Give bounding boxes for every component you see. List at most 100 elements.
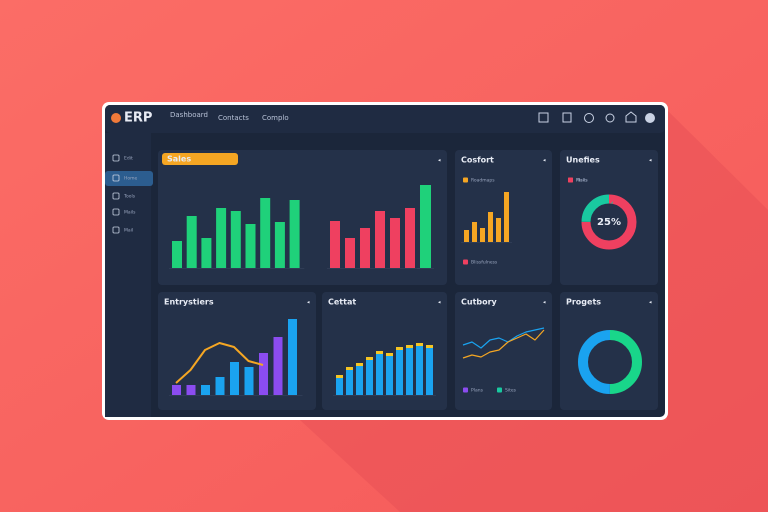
bar <box>406 345 413 395</box>
bar <box>356 363 363 395</box>
sidebar-icon[interactable] <box>112 226 120 234</box>
bar <box>416 343 423 395</box>
bar <box>273 337 283 395</box>
panel-menu[interactable]: ◂ <box>649 300 652 306</box>
legend-label: Mails <box>576 178 588 184</box>
donut-segment <box>578 330 642 394</box>
bar <box>376 351 383 395</box>
bar <box>420 185 431 268</box>
bar <box>488 212 493 242</box>
donut-segment <box>581 194 637 250</box>
panel <box>455 150 552 285</box>
panel-menu[interactable]: ◂ <box>307 300 310 306</box>
bar-cap <box>396 347 403 350</box>
bar <box>260 198 271 268</box>
panel <box>455 292 552 410</box>
line <box>462 329 545 359</box>
bar <box>201 238 212 268</box>
panel-title-pill <box>162 153 238 165</box>
bar <box>426 345 433 395</box>
bar-cap <box>366 357 373 360</box>
donut-label: 25% <box>597 217 621 228</box>
panel <box>560 150 658 285</box>
panel-title: Entrystiers <box>164 298 214 307</box>
legend-swatch <box>463 259 468 265</box>
bar <box>230 211 241 268</box>
line <box>175 342 264 384</box>
sidebar-icon[interactable] <box>112 208 120 216</box>
icon[interactable] <box>584 113 594 123</box>
bar <box>245 224 256 268</box>
bar <box>288 319 297 395</box>
panel <box>322 292 447 410</box>
legend-swatch <box>568 177 573 183</box>
shadow <box>300 110 768 512</box>
icon[interactable] <box>625 111 637 123</box>
legend-swatch <box>497 387 502 393</box>
bar <box>360 228 370 268</box>
bar <box>405 208 415 268</box>
panel-menu[interactable]: ◂ <box>543 158 546 164</box>
bar <box>480 228 485 242</box>
bar-cap <box>406 345 413 348</box>
bar <box>186 216 197 268</box>
bar <box>464 230 469 242</box>
panel-title: Unefies <box>566 156 600 165</box>
bar <box>472 222 477 242</box>
bar <box>330 221 340 268</box>
bar <box>244 367 254 395</box>
bar <box>201 385 210 395</box>
bar <box>346 367 353 395</box>
legend-label: Blissfulness <box>471 260 498 266</box>
panel-title: Cosfort <box>461 156 494 165</box>
panel-menu[interactable]: ◂ <box>438 158 441 164</box>
icon[interactable] <box>538 112 549 123</box>
bar <box>345 238 355 268</box>
icon[interactable] <box>605 113 615 123</box>
bar <box>366 357 373 395</box>
bar <box>390 218 400 268</box>
panel-menu[interactable]: ◂ <box>438 300 441 306</box>
icon[interactable] <box>562 112 572 123</box>
bar <box>496 218 501 242</box>
legend-label: Risks <box>576 178 588 184</box>
sidebar-icon[interactable] <box>112 154 120 162</box>
bar <box>216 208 227 268</box>
legend-label: Roadmaps <box>471 178 495 184</box>
panel-title: Progets <box>566 298 601 307</box>
bar <box>289 200 300 268</box>
menu-item[interactable]: Contacts <box>218 114 249 122</box>
bar <box>259 353 268 395</box>
legend-swatch <box>463 177 468 183</box>
bar-cap <box>336 375 343 378</box>
sidebar-label[interactable]: Edit <box>124 156 133 162</box>
bar <box>386 353 393 395</box>
avatar[interactable] <box>645 113 655 123</box>
panel-menu[interactable]: ◂ <box>543 300 546 306</box>
panel <box>158 150 447 285</box>
panel-title: Sales <box>167 155 191 164</box>
top-bar <box>105 105 665 133</box>
bar-cap <box>346 367 353 370</box>
menu-item[interactable]: Dashboard <box>170 111 208 119</box>
sidebar-icon[interactable] <box>112 174 120 182</box>
line <box>462 327 545 349</box>
panel-menu[interactable]: ◂ <box>649 158 652 164</box>
sidebar-icon[interactable] <box>112 192 120 200</box>
legend-swatch <box>463 387 468 393</box>
sidebar-label[interactable]: Mail <box>124 228 133 234</box>
sidebar-label[interactable]: Tools <box>123 194 136 200</box>
bar <box>375 211 385 268</box>
bar <box>396 347 403 395</box>
bar <box>215 377 225 395</box>
menu-item[interactable]: Complo <box>262 114 289 122</box>
logo: ERP <box>124 111 152 126</box>
logo-icon <box>111 113 121 123</box>
bar <box>274 222 285 268</box>
legend-label: Sites <box>505 388 517 394</box>
sidebar-label[interactable]: Mails <box>124 210 136 216</box>
sidebar-label[interactable]: Home <box>124 176 138 182</box>
bar <box>504 192 509 242</box>
legend-label: Plans <box>471 388 484 394</box>
